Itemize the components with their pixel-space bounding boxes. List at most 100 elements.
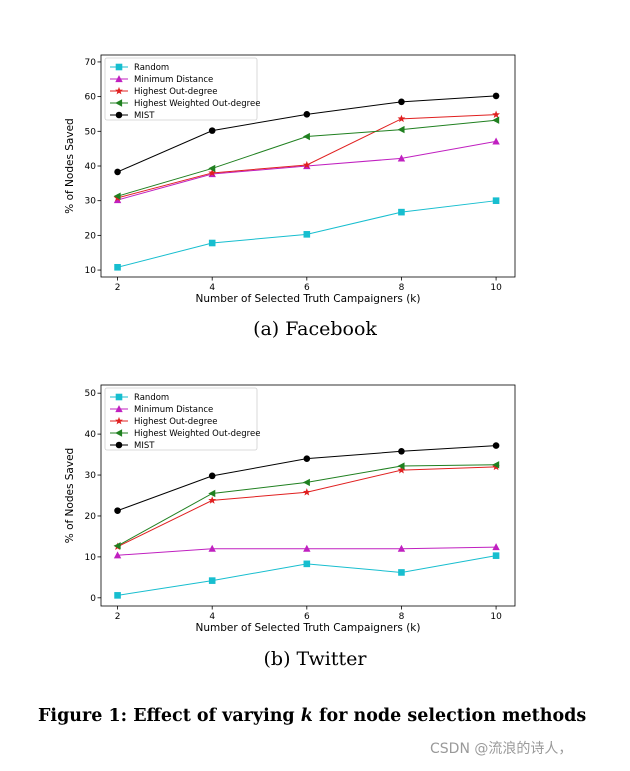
- legend-label: MIST: [134, 111, 155, 121]
- point-highest-out-degree: [208, 496, 217, 504]
- point-highest-weighted-out-degree: [492, 116, 500, 124]
- legend-marker: [115, 429, 123, 437]
- series-highest-weighted-out-degree: [113, 461, 500, 550]
- point-random: [303, 560, 311, 568]
- point-highest-weighted-out-degree: [492, 461, 500, 469]
- series-highest-weighted-out-degree: [113, 116, 500, 200]
- legend-marker: [115, 111, 123, 119]
- series-line-highest-out-degree: [117, 466, 497, 548]
- y-tick-label: 50: [85, 389, 97, 399]
- point-highest-weighted-out-degree: [208, 164, 216, 173]
- point-highest-weighted-out-degree: [302, 478, 310, 487]
- y-tick-label: 20: [85, 512, 97, 522]
- y-axis-label: % of Nodes Saved: [64, 448, 76, 543]
- figure-caption-prefix: Figure 1: Effect of varying: [38, 706, 301, 726]
- legend-marker: [115, 416, 123, 425]
- y-tick-label: 50: [85, 127, 97, 137]
- point-highest-weighted-out-degree: [397, 462, 405, 470]
- point-mist: [114, 507, 121, 514]
- watermark: CSDN @流浪的诗人，: [430, 741, 573, 757]
- point-mist: [114, 168, 121, 176]
- point-random: [303, 231, 311, 238]
- legend-marker: [115, 441, 123, 449]
- x-tick-label: 4: [209, 612, 215, 622]
- x-axis-label: Number of Selected Truth Campaigners (k): [196, 293, 421, 305]
- figure-caption: Figure 1: Effect of varying k for node s…: [38, 706, 586, 726]
- series-random: [114, 197, 500, 271]
- x-tick-label: 8: [399, 283, 405, 293]
- y-axis-label: % of Nodes Saved: [64, 118, 76, 213]
- point-mist: [492, 442, 500, 449]
- legend-marker: [115, 86, 123, 95]
- caption-twitter: (b) Twitter: [263, 648, 367, 670]
- point-random: [208, 577, 216, 584]
- series-minimum-distance: [113, 137, 500, 204]
- y-tick-label: 40: [85, 162, 97, 172]
- legend-label: Highest Out-degree: [134, 417, 218, 427]
- point-random: [114, 263, 121, 271]
- x-tick-label: 6: [304, 283, 310, 293]
- legend-label: Highest Weighted Out-degree: [134, 99, 260, 109]
- point-mist: [208, 127, 216, 134]
- legend-label: Highest Out-degree: [134, 87, 218, 97]
- plot-frame: [100, 384, 516, 607]
- point-minimum-distance: [208, 544, 216, 552]
- caption-facebook: (a) Facebook: [253, 318, 377, 340]
- legend-box: [104, 57, 258, 121]
- point-random: [492, 552, 500, 559]
- point-mist: [303, 455, 311, 462]
- point-random: [208, 239, 216, 247]
- x-tick-label: 6: [304, 612, 310, 622]
- legend-marker: [115, 405, 123, 413]
- point-highest-weighted-out-degree: [113, 542, 121, 550]
- legend-marker: [115, 393, 123, 401]
- series-line-minimum-distance: [117, 140, 497, 201]
- series-line-highest-out-degree: [117, 114, 497, 199]
- point-mist: [492, 92, 500, 100]
- point-random: [398, 569, 405, 576]
- point-mist: [303, 111, 311, 118]
- series-mist: [114, 442, 500, 514]
- x-tick-label: 10: [490, 612, 502, 622]
- series-mist: [114, 92, 500, 176]
- legend-marker: [115, 63, 123, 71]
- y-tick-label: 20: [85, 231, 97, 241]
- legend-label: Random: [134, 393, 169, 403]
- legend: Random Minimum Distance Highest Out-degree…: [104, 57, 260, 121]
- legend-marker: [115, 75, 123, 83]
- point-highest-weighted-out-degree: [113, 192, 121, 200]
- legend-label: Minimum Distance: [134, 405, 213, 415]
- series-random: [114, 552, 500, 599]
- point-minimum-distance: [397, 544, 406, 552]
- point-highest-out-degree: [302, 160, 311, 169]
- y-tick-label: 70: [85, 58, 97, 68]
- point-minimum-distance: [397, 154, 406, 162]
- point-highest-out-degree: [492, 110, 500, 118]
- point-highest-out-degree: [302, 488, 311, 496]
- x-tick-label: 2: [115, 612, 121, 622]
- point-highest-out-degree: [397, 114, 406, 123]
- series-highest-out-degree: [113, 110, 500, 202]
- y-tick-label: 30: [85, 197, 97, 207]
- legend-marker: [115, 99, 123, 107]
- point-random: [492, 197, 500, 204]
- legend: Random Minimum Distance Highest Out-degree…: [104, 387, 260, 451]
- y-tick-label: 40: [85, 430, 97, 440]
- point-highest-weighted-out-degree: [302, 132, 310, 141]
- point-highest-out-degree: [397, 466, 406, 474]
- y-tick-label: 10: [85, 266, 97, 276]
- legend-label: MIST: [134, 441, 155, 451]
- legend-label: Highest Weighted Out-degree: [134, 429, 260, 439]
- figure-caption-suffix: for node selection methods: [312, 706, 587, 726]
- series-minimum-distance: [113, 543, 500, 559]
- figure-caption-variable: k: [300, 706, 313, 726]
- y-tick-label: 30: [85, 471, 97, 481]
- point-minimum-distance: [113, 551, 122, 559]
- x-tick-label: 8: [399, 612, 405, 622]
- legend-label: Random: [134, 63, 169, 73]
- chart-twitter: 0 10 20 30 40 50 2 4 6 8 10 Number of Selected Trut…: [64, 384, 516, 634]
- y-tick-label: 0: [90, 594, 96, 604]
- series-highest-out-degree: [113, 462, 500, 550]
- legend-label: Minimum Distance: [134, 75, 213, 85]
- point-highest-out-degree: [208, 168, 217, 177]
